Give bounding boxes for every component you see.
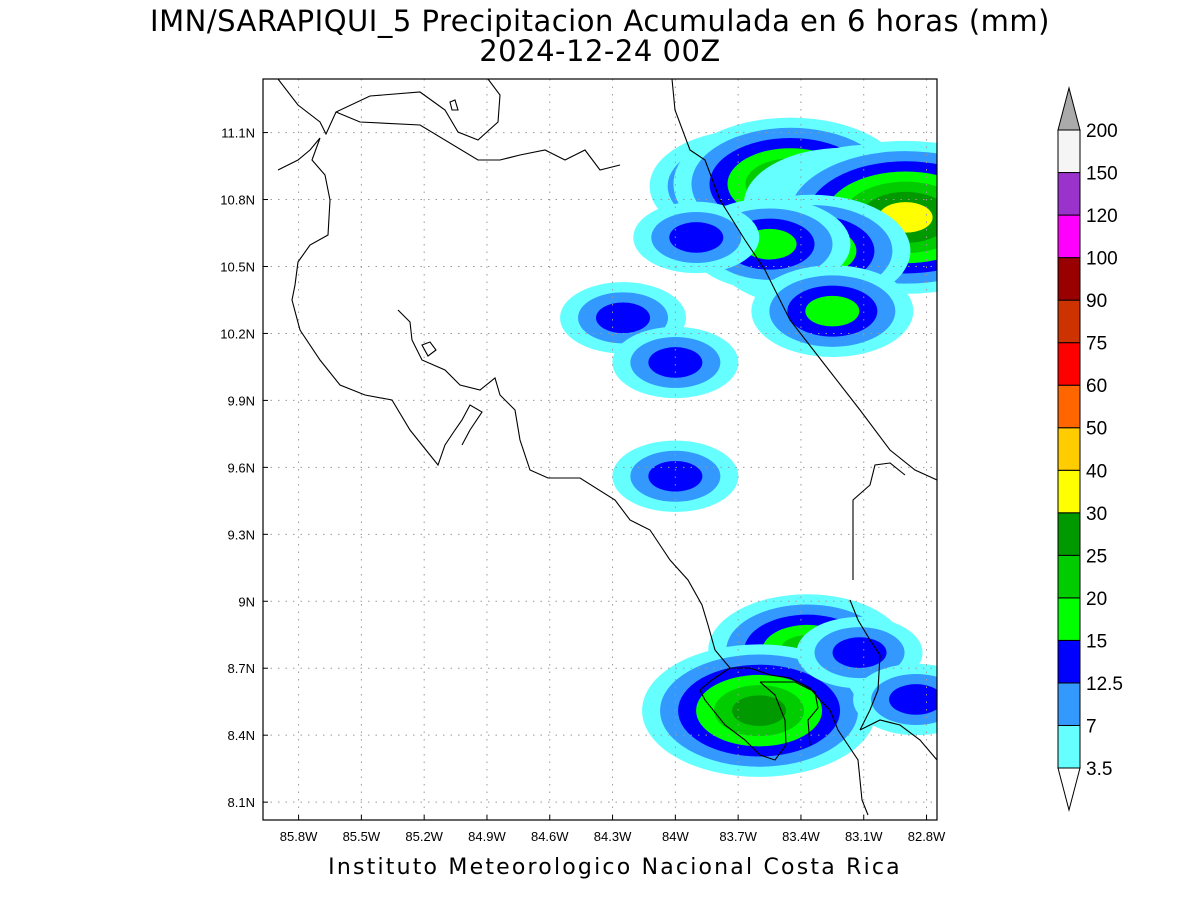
y-tick-label: 9.9N <box>228 393 255 408</box>
legend-label: 7 <box>1086 716 1097 737</box>
y-tick-label: 9N <box>238 594 255 609</box>
x-tick-label: 83.7W <box>719 829 757 844</box>
x-tick-label: 85.5W <box>343 829 381 844</box>
x-tick-label: 84.9W <box>468 829 506 844</box>
x-tick-label: 84.3W <box>594 829 632 844</box>
legend-label: 30 <box>1086 504 1107 525</box>
legend-label: 120 <box>1086 206 1118 227</box>
legend-swatch <box>1057 257 1081 301</box>
legend-swatch <box>1057 469 1081 514</box>
nicoya-gulf <box>397 309 787 761</box>
coastlines-borders <box>277 79 937 816</box>
map-title: IMN/SARAPIQUI_5 Precipitacion Acumulada … <box>150 4 1050 38</box>
caribbean-coast <box>852 462 906 580</box>
x-tick-label: 84W <box>662 829 689 844</box>
rain-contour <box>732 695 787 726</box>
y-tick-label: 9.3N <box>228 527 255 542</box>
legend-swatch <box>1057 512 1081 556</box>
legend-swatch <box>1057 597 1081 641</box>
x-tick-label: 83.1W <box>845 829 883 844</box>
legend-swatch <box>1057 682 1081 726</box>
island-chira <box>421 341 437 357</box>
y-tick-label: 11.1N <box>221 126 255 141</box>
legend-label: 12.5 <box>1086 674 1123 695</box>
x-tick-label: 84.6W <box>531 829 569 844</box>
bocas <box>859 719 937 761</box>
nicaragua-lake-shore <box>277 79 501 141</box>
legend-label: 150 <box>1086 164 1118 185</box>
rain-contour <box>669 222 724 253</box>
legend-under-arrow <box>1057 767 1081 812</box>
rain-contour <box>648 460 703 492</box>
y-tick-label: 10.8N <box>220 193 255 208</box>
y-tick-label: 9.6N <box>228 460 255 475</box>
map-frame <box>262 78 938 821</box>
legend-label: 3.5 <box>1086 759 1112 780</box>
legend-swatch <box>1057 427 1081 471</box>
legend-swatch <box>1057 129 1081 174</box>
institution-credit: Instituto Meteorologico Nacional Costa R… <box>328 855 902 880</box>
legend-label: 60 <box>1086 376 1107 397</box>
legend-swatch <box>1057 724 1081 769</box>
legend-swatch <box>1057 384 1081 429</box>
legend-swatch <box>1057 299 1081 344</box>
precipitation-layer <box>560 117 937 777</box>
rain-contour <box>805 295 860 327</box>
legend-swatch <box>1057 172 1081 216</box>
y-tick-label: 10.5N <box>220 259 255 274</box>
legend-swatch <box>1057 342 1081 386</box>
axis-ticks: 85.8W 85.5W 85.2W 84.9W 84.6W 84.3W 84W 83.7W 83… <box>220 126 946 844</box>
x-tick-label: 83.4W <box>782 829 820 844</box>
map-datetime: 2024-12-24 00Z <box>479 34 721 68</box>
rain-contour <box>596 302 651 334</box>
north-border <box>335 111 621 171</box>
legend-label: 50 <box>1086 419 1107 440</box>
pacific-coast-north <box>277 137 483 467</box>
y-tick-label: 8.1N <box>228 795 255 810</box>
legend-swatch <box>1057 214 1081 259</box>
legend-label: 100 <box>1086 249 1118 270</box>
x-tick-label: 82.8W <box>908 829 946 844</box>
osa-peninsula <box>760 681 819 746</box>
y-tick-label: 8.7N <box>228 661 255 676</box>
y-tick-label: 8.4N <box>228 728 255 743</box>
color-legend: 3.5 7 12.5 15 20 25 30 40 50 60 75 90 100 120 150 200 <box>1057 86 1123 812</box>
rain-contour <box>889 684 937 715</box>
nicaragua-costa-rica-river <box>671 79 937 481</box>
rain-contour <box>648 347 703 378</box>
x-tick-label: 85.2W <box>405 829 443 844</box>
legend-label: 75 <box>1086 334 1107 355</box>
legend-label: 200 <box>1086 121 1118 142</box>
legend-label: 90 <box>1086 291 1107 312</box>
panama-border <box>730 667 869 816</box>
legend-over-arrow <box>1057 86 1081 131</box>
y-tick-label: 10.2N <box>220 326 255 341</box>
burica <box>849 599 881 731</box>
legend-label: 15 <box>1086 631 1107 652</box>
legend-label: 20 <box>1086 589 1107 610</box>
legend-label: 25 <box>1086 546 1107 567</box>
legend-swatch <box>1057 554 1081 599</box>
islet <box>449 99 459 111</box>
x-tick-label: 85.8W <box>280 829 318 844</box>
legend-swatch <box>1057 639 1081 684</box>
legend-label: 40 <box>1086 461 1107 482</box>
